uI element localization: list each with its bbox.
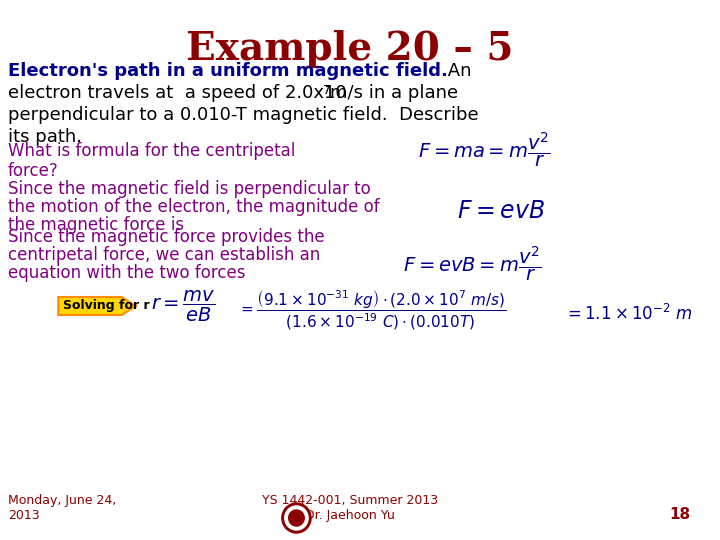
- Text: Solving for r: Solving for r: [63, 300, 150, 313]
- Text: 18: 18: [669, 507, 690, 522]
- Text: the motion of the electron, the magnitude of: the motion of the electron, the magnitud…: [8, 198, 379, 216]
- Text: $F = evB = m\dfrac{v^2}{r}$: $F = evB = m\dfrac{v^2}{r}$: [403, 244, 542, 283]
- Text: its path.: its path.: [8, 128, 82, 146]
- Text: $r = \dfrac{mv}{eB}$: $r = \dfrac{mv}{eB}$: [150, 289, 215, 324]
- Text: $= 1.1\times10^{-2}\ m$: $= 1.1\times10^{-2}\ m$: [564, 304, 693, 324]
- Text: Monday, June 24,
2013: Monday, June 24, 2013: [8, 494, 116, 522]
- Circle shape: [282, 503, 311, 533]
- Text: An: An: [442, 62, 472, 80]
- Text: force?: force?: [8, 162, 58, 180]
- Text: the magnetic force is: the magnetic force is: [8, 216, 184, 234]
- Text: $= \dfrac{\left(9.1\times10^{-31}\ kg\right)\cdot\left(2.0\times10^{7}\ m/s\righ: $= \dfrac{\left(9.1\times10^{-31}\ kg\ri…: [238, 289, 506, 333]
- Text: $F = evB$: $F = evB$: [456, 200, 545, 223]
- Text: electron travels at  a speed of 2.0x10: electron travels at a speed of 2.0x10: [8, 84, 346, 102]
- Text: Electron's path in a uniform magnetic field.: Electron's path in a uniform magnetic fi…: [8, 62, 448, 80]
- Text: Since the magnetic field is perpendicular to: Since the magnetic field is perpendicula…: [8, 180, 371, 198]
- Text: equation with the two forces: equation with the two forces: [8, 264, 246, 282]
- FancyArrow shape: [58, 297, 136, 315]
- Text: Example 20 – 5: Example 20 – 5: [186, 30, 513, 68]
- Text: What is formula for the centripetal: What is formula for the centripetal: [8, 142, 295, 160]
- Text: YS 1442-001, Summer 2013
Dr. Jaehoon Yu: YS 1442-001, Summer 2013 Dr. Jaehoon Yu: [262, 494, 438, 522]
- Text: m/s in a plane: m/s in a plane: [330, 84, 459, 102]
- Text: centripetal force, we can establish an: centripetal force, we can establish an: [8, 246, 320, 264]
- Text: $F = ma = m\dfrac{v^2}{r}$: $F = ma = m\dfrac{v^2}{r}$: [418, 130, 551, 169]
- Text: 7: 7: [323, 84, 330, 97]
- Circle shape: [285, 506, 308, 530]
- Circle shape: [289, 510, 305, 526]
- Text: Since the magnetic force provides the: Since the magnetic force provides the: [8, 228, 325, 246]
- Text: perpendicular to a 0.010-T magnetic field.  Describe: perpendicular to a 0.010-T magnetic fiel…: [8, 106, 478, 124]
